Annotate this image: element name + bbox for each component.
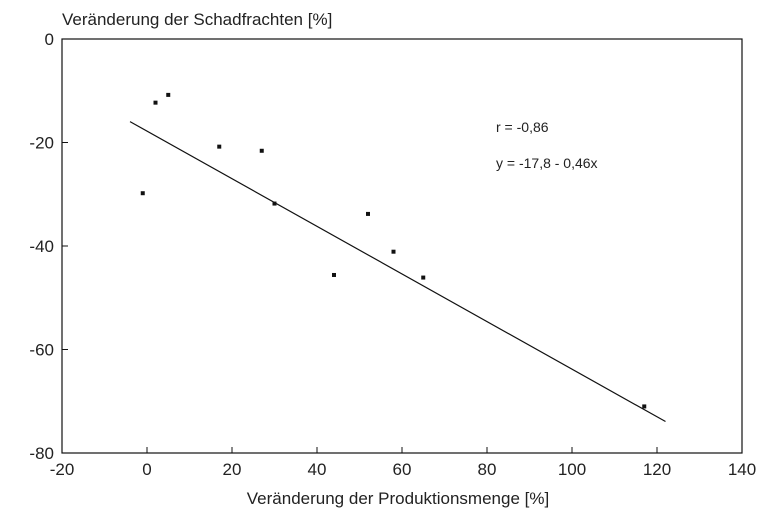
equation-annotation: y = -17,8 - 0,46x [496, 155, 598, 171]
data-point [166, 92, 171, 97]
data-point [642, 404, 647, 409]
y-tick-label: 0 [45, 30, 54, 49]
data-point [391, 249, 396, 254]
data-points [140, 92, 647, 409]
x-tick-label: 140 [728, 460, 756, 479]
x-tick-label: 0 [142, 460, 151, 479]
x-tick-label: 20 [223, 460, 242, 479]
x-tick-label: 100 [558, 460, 586, 479]
x-tick-label: 40 [308, 460, 327, 479]
plot-axes [61, 38, 743, 454]
y-tick-label: -20 [29, 134, 54, 153]
correlation-annotation: r = -0,86 [496, 119, 549, 135]
plot-frame [61, 38, 743, 454]
x-axis-title: Veränderung der Produktionsmenge [%] [247, 489, 549, 508]
data-point [421, 275, 426, 280]
x-tick-label: -20 [50, 460, 75, 479]
data-point [272, 201, 277, 206]
x-tick-label: 60 [393, 460, 412, 479]
data-point [332, 272, 336, 277]
data-point [366, 211, 370, 216]
data-point [140, 191, 145, 196]
y-tick-label: -80 [29, 444, 54, 463]
x-tick-label: 120 [643, 460, 671, 479]
data-point [217, 144, 222, 149]
y-tick-label: -60 [29, 341, 54, 360]
data-point [153, 100, 158, 105]
data-point [259, 148, 264, 153]
regression-line [129, 121, 666, 423]
y-axis-title: Veränderung der Schadfrachten [%] [62, 10, 332, 29]
tick-labels: -20 0 20 40 60 80 100 120 140 0 -20 -40 -60 -80 [29, 30, 756, 479]
y-tick-label: -40 [29, 237, 54, 256]
x-tick-label: 80 [478, 460, 497, 479]
